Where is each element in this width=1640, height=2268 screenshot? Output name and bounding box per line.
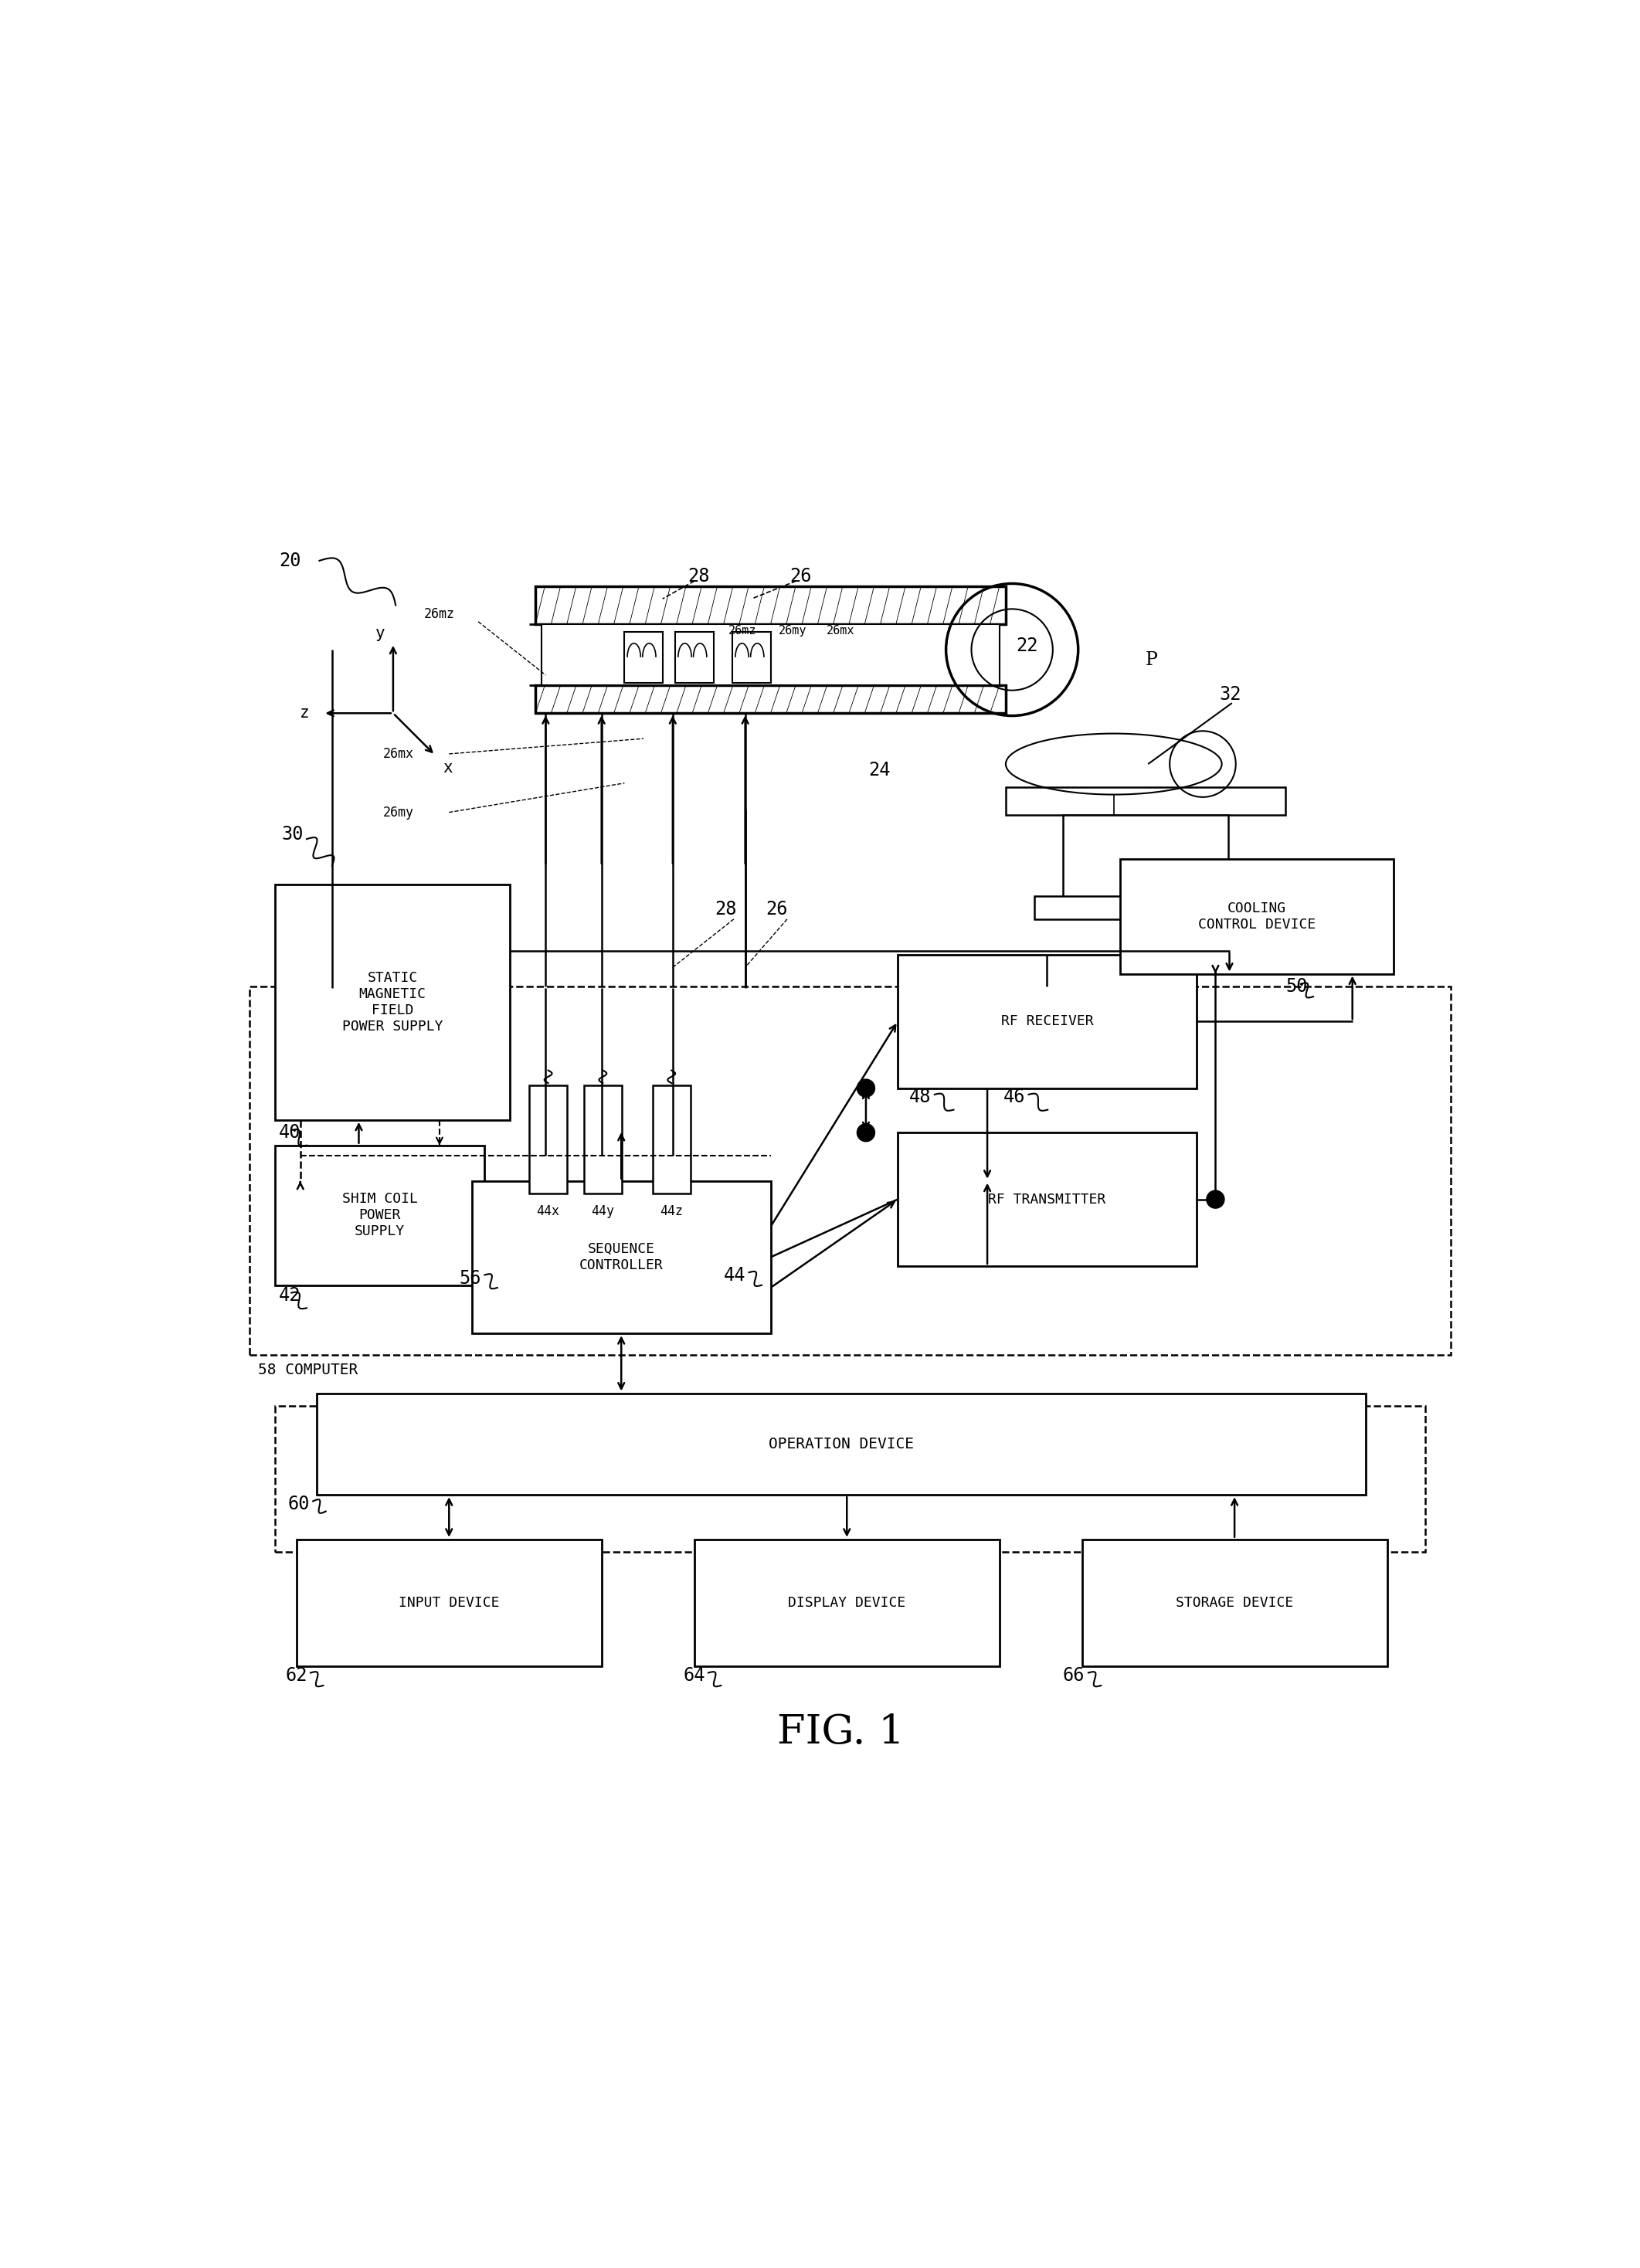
FancyBboxPatch shape xyxy=(653,1086,690,1193)
Text: 42: 42 xyxy=(279,1286,300,1304)
FancyBboxPatch shape xyxy=(297,1540,602,1667)
Text: 26mz: 26mz xyxy=(423,608,454,621)
Text: 20: 20 xyxy=(279,551,300,569)
Text: 26: 26 xyxy=(790,567,812,585)
Circle shape xyxy=(858,1080,874,1098)
Text: SHIM COIL
POWER
SUPPLY: SHIM COIL POWER SUPPLY xyxy=(343,1193,418,1238)
FancyBboxPatch shape xyxy=(472,1182,771,1334)
FancyBboxPatch shape xyxy=(694,1540,999,1667)
FancyBboxPatch shape xyxy=(1035,896,1256,919)
FancyBboxPatch shape xyxy=(897,955,1197,1089)
Text: 32: 32 xyxy=(1219,685,1241,703)
Text: 62: 62 xyxy=(285,1667,307,1685)
FancyBboxPatch shape xyxy=(625,633,663,683)
FancyBboxPatch shape xyxy=(317,1393,1366,1495)
Text: 26mx: 26mx xyxy=(384,746,413,760)
FancyBboxPatch shape xyxy=(676,633,713,683)
Text: RF TRANSMITTER: RF TRANSMITTER xyxy=(989,1193,1105,1207)
FancyBboxPatch shape xyxy=(1082,1540,1387,1667)
Text: y: y xyxy=(376,626,385,642)
Text: 50: 50 xyxy=(1286,978,1307,996)
Text: 64: 64 xyxy=(682,1667,705,1685)
Text: 30: 30 xyxy=(282,826,303,844)
FancyBboxPatch shape xyxy=(276,1145,485,1286)
Text: STATIC
MAGNETIC
FIELD
POWER SUPPLY: STATIC MAGNETIC FIELD POWER SUPPLY xyxy=(343,971,443,1034)
Text: 28: 28 xyxy=(715,900,736,919)
Text: 26my: 26my xyxy=(779,624,807,637)
Text: x: x xyxy=(443,760,453,776)
Text: 58 COMPUTER: 58 COMPUTER xyxy=(259,1363,358,1377)
Text: z: z xyxy=(298,705,308,721)
Text: OPERATION DEVICE: OPERATION DEVICE xyxy=(769,1436,913,1452)
Text: P: P xyxy=(1145,651,1158,669)
Text: 44z: 44z xyxy=(659,1204,682,1218)
Text: SEQUENCE
CONTROLLER: SEQUENCE CONTROLLER xyxy=(579,1243,663,1272)
FancyBboxPatch shape xyxy=(1005,787,1286,814)
Text: 60: 60 xyxy=(287,1495,310,1513)
Text: 28: 28 xyxy=(689,567,710,585)
FancyBboxPatch shape xyxy=(276,885,510,1120)
FancyBboxPatch shape xyxy=(541,624,999,685)
Text: 26: 26 xyxy=(766,900,787,919)
Text: 26mx: 26mx xyxy=(827,624,854,637)
Text: 56: 56 xyxy=(459,1270,481,1288)
FancyBboxPatch shape xyxy=(897,1132,1197,1266)
Text: 26my: 26my xyxy=(384,805,413,819)
FancyBboxPatch shape xyxy=(530,1086,567,1193)
Text: 40: 40 xyxy=(279,1123,300,1141)
Text: 44x: 44x xyxy=(536,1204,559,1218)
Text: 44: 44 xyxy=(723,1266,746,1284)
Circle shape xyxy=(858,1123,874,1141)
FancyBboxPatch shape xyxy=(1063,814,1228,900)
Text: STORAGE DEVICE: STORAGE DEVICE xyxy=(1176,1597,1294,1610)
Circle shape xyxy=(1207,1191,1225,1209)
Text: 44y: 44y xyxy=(592,1204,615,1218)
Text: 22: 22 xyxy=(1015,637,1038,655)
Text: 48: 48 xyxy=(909,1089,932,1107)
FancyBboxPatch shape xyxy=(535,685,1005,712)
FancyBboxPatch shape xyxy=(1120,860,1394,973)
Text: FIG. 1: FIG. 1 xyxy=(777,1712,904,1753)
Text: COOLING
CONTROL DEVICE: COOLING CONTROL DEVICE xyxy=(1197,903,1315,932)
Text: 66: 66 xyxy=(1063,1667,1086,1685)
Text: 24: 24 xyxy=(869,762,891,780)
Text: DISPLAY DEVICE: DISPLAY DEVICE xyxy=(789,1597,905,1610)
FancyBboxPatch shape xyxy=(733,633,771,683)
Text: 26mz: 26mz xyxy=(728,624,756,637)
Text: INPUT DEVICE: INPUT DEVICE xyxy=(399,1597,500,1610)
FancyBboxPatch shape xyxy=(584,1086,622,1193)
Text: RF RECEIVER: RF RECEIVER xyxy=(1000,1014,1094,1027)
FancyBboxPatch shape xyxy=(535,585,1005,624)
Text: 46: 46 xyxy=(1004,1089,1025,1107)
